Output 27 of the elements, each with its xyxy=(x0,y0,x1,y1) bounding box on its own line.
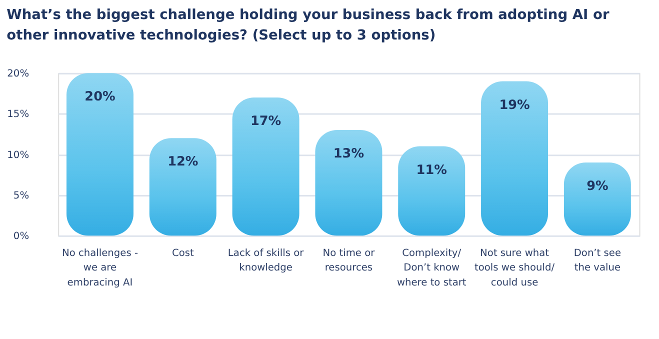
data-label: 12% xyxy=(168,154,198,170)
bar xyxy=(315,130,382,236)
x-tick-label: No time or resources xyxy=(322,248,376,274)
text: What’s the biggest challenge holding your business back from adopting AI or xyxy=(6,6,610,23)
y-tick-label: 20% xyxy=(7,68,30,80)
x-tick-label: Lack of skills or knowledge xyxy=(228,248,305,274)
text: other innovative technologies? (Select up to 3 options) xyxy=(6,28,436,44)
data-label: 20% xyxy=(84,90,116,105)
x-tick-label: Don’t see the value xyxy=(574,248,622,274)
y-tick-label: 15% xyxy=(7,109,30,120)
data-label: 9% xyxy=(586,179,608,194)
y-tick-label: 10% xyxy=(7,150,30,161)
bar xyxy=(481,81,548,236)
data-label: 13% xyxy=(333,146,364,162)
bar xyxy=(398,146,466,236)
data-label: 19% xyxy=(499,98,530,113)
x-tick-label: No challenges - we are embracing AI xyxy=(62,248,138,288)
x-tick-label: Cost xyxy=(172,248,194,259)
data-label: 17% xyxy=(250,114,282,130)
bar xyxy=(149,138,216,236)
y-tick-label: 0% xyxy=(13,231,30,242)
x-tick-label: Not sure what tools we should/ could use xyxy=(474,248,556,288)
y-tick-label: 5% xyxy=(13,190,30,202)
bar xyxy=(66,73,134,236)
bar xyxy=(232,98,300,236)
data-label: 11% xyxy=(416,162,448,178)
x-tick-label: Complexity/ Don’t know where to start xyxy=(396,248,466,288)
